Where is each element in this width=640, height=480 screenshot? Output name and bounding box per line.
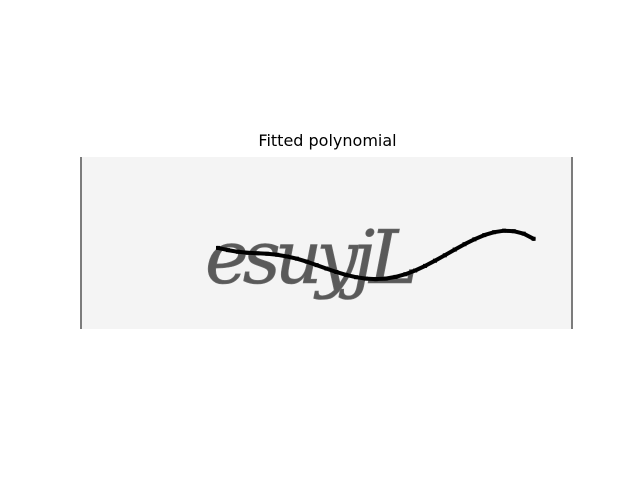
- data-point: [245, 250, 250, 255]
- data-point: [285, 254, 290, 259]
- data-point: [255, 251, 260, 256]
- data-point: [531, 236, 536, 241]
- data-point: [492, 230, 497, 235]
- data-point: [502, 228, 506, 233]
- plot-area: esuyjL: [80, 157, 573, 329]
- data-point: [521, 231, 526, 236]
- data-point: [423, 263, 428, 268]
- data-point: [294, 256, 299, 261]
- data-point: [433, 258, 437, 263]
- captcha-image: esuyjL: [205, 215, 421, 302]
- data-point: [452, 247, 457, 252]
- data-point: [344, 272, 349, 277]
- series-layer: [216, 228, 536, 282]
- captcha-text: esuyjL: [205, 215, 414, 301]
- data-point: [225, 248, 230, 253]
- data-point: [216, 245, 220, 250]
- data-point: [413, 268, 418, 273]
- data-point: [442, 253, 447, 258]
- data-point: [511, 229, 516, 234]
- data-point: [324, 266, 329, 271]
- data-point: [314, 263, 319, 268]
- data-point: [403, 272, 408, 277]
- data-point: [363, 276, 368, 281]
- data-point: [334, 270, 339, 274]
- chart-title: Fitted polynomial: [258, 131, 397, 150]
- captcha-background: [80, 157, 573, 329]
- data-point: [265, 251, 270, 256]
- data-point: [482, 233, 487, 238]
- data-point: [472, 237, 477, 242]
- data-point: [393, 274, 398, 279]
- data-point: [235, 249, 240, 254]
- data-point: [373, 277, 378, 282]
- data-point: [275, 252, 280, 257]
- data-point: [383, 276, 388, 281]
- data-point: [304, 259, 309, 264]
- data-point: [462, 242, 467, 247]
- data-point: [354, 275, 359, 280]
